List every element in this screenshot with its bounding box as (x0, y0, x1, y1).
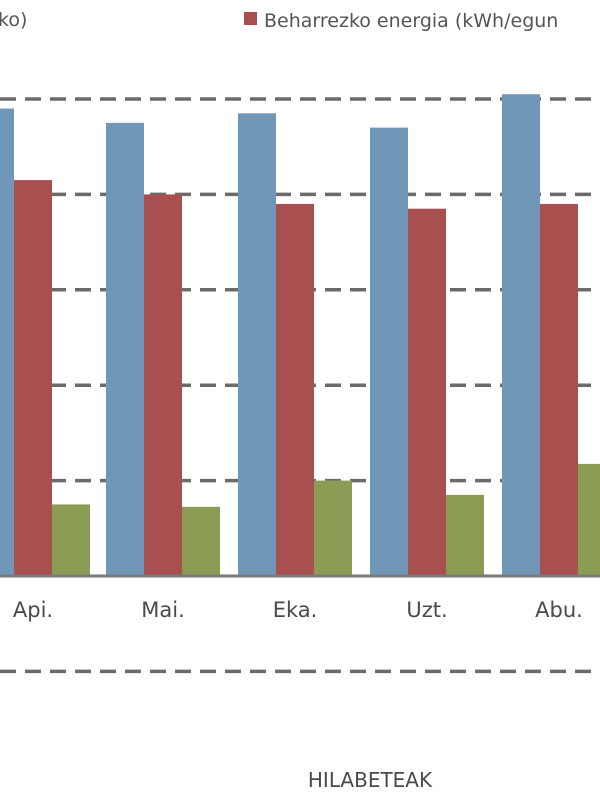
bar-api-series-1 (0, 108, 14, 576)
tick-label-uzt: Uzt. (406, 598, 447, 622)
legend-left-fragment: ko) (0, 9, 27, 31)
bar-abu-series-2 (540, 203, 578, 576)
bar-abu-series-3 (578, 463, 600, 576)
bar-eka-series-1 (238, 113, 276, 576)
x-tick-labels: Api. Mai. Eka. Uzt. Abu. (13, 598, 583, 622)
bar-api-series-3 (52, 504, 90, 576)
bar-eka-series-2 (276, 203, 314, 576)
bar-api-series-2 (14, 180, 52, 576)
bar-eka-series-3 (314, 480, 352, 576)
bar-uzt-series-2 (408, 208, 446, 576)
tick-label-mai: Mai. (141, 598, 185, 622)
x-axis-title: HILABETEAK (308, 768, 433, 792)
legend-swatch-required-energy (244, 12, 257, 25)
tick-label-api: Api. (13, 598, 53, 622)
legend: ko) Beharrezko energia (kWh/egun (0, 9, 558, 32)
bar-uzt-series-1 (370, 127, 408, 577)
bars (0, 94, 600, 577)
bar-uzt-series-3 (446, 494, 484, 576)
tick-label-abu: Abu. (535, 598, 583, 622)
legend-label-required-energy: Beharrezko energia (kWh/egun (264, 10, 558, 32)
tick-label-eka: Eka. (273, 598, 318, 622)
bar-mai-series-1 (106, 122, 144, 576)
bar-abu-series-1 (502, 94, 540, 576)
bar-mai-series-2 (144, 194, 182, 576)
bar-mai-series-3 (182, 506, 220, 576)
